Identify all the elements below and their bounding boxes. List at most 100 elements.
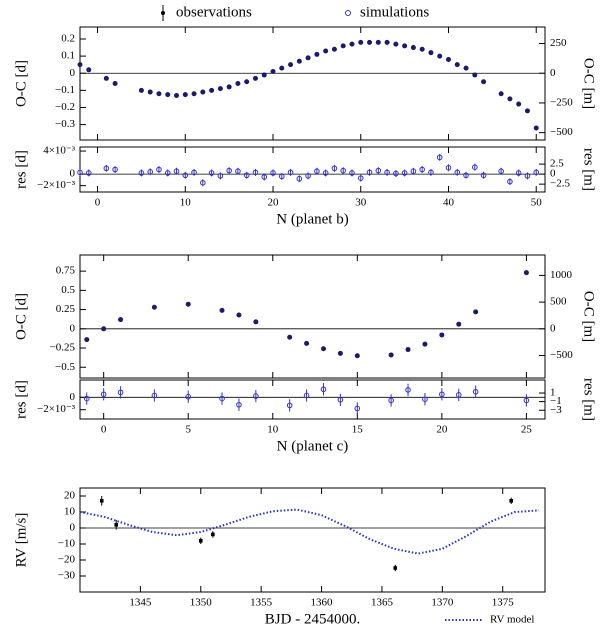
point bbox=[331, 165, 338, 172]
point bbox=[498, 91, 504, 97]
point bbox=[279, 65, 285, 71]
point bbox=[156, 166, 162, 173]
point bbox=[83, 395, 90, 402]
x-tick-label: 1345 bbox=[129, 597, 152, 609]
y2-tick-label: 500 bbox=[550, 296, 567, 308]
y2-tick-label: 0 bbox=[550, 168, 556, 180]
y-tick-label: −2×10⁻³ bbox=[37, 179, 76, 191]
point bbox=[439, 391, 445, 398]
y2-axis-label: res [m] bbox=[581, 148, 597, 191]
plot-frame bbox=[79, 26, 546, 141]
point bbox=[200, 179, 206, 186]
point bbox=[84, 337, 90, 343]
point bbox=[200, 89, 206, 95]
point bbox=[402, 43, 408, 49]
point bbox=[164, 170, 171, 176]
point bbox=[287, 169, 294, 176]
legend-marker bbox=[161, 11, 165, 15]
y-tick-label: 0 bbox=[70, 322, 76, 334]
point bbox=[103, 165, 110, 172]
point bbox=[340, 43, 346, 49]
point bbox=[454, 62, 460, 68]
point bbox=[101, 326, 107, 332]
y2-tick-label: −1 bbox=[550, 395, 562, 407]
point bbox=[118, 317, 124, 323]
point bbox=[375, 167, 382, 174]
y-tick-label: 4×10⁻³ bbox=[43, 145, 76, 157]
point bbox=[138, 170, 145, 176]
point bbox=[219, 395, 225, 402]
point bbox=[393, 41, 399, 47]
point bbox=[287, 334, 293, 340]
x-tick-label: 30 bbox=[355, 197, 367, 209]
point bbox=[261, 72, 267, 78]
point bbox=[217, 173, 224, 179]
point bbox=[405, 387, 411, 393]
point bbox=[323, 48, 329, 54]
x-tick-label: 1350 bbox=[190, 597, 213, 609]
point bbox=[472, 388, 479, 395]
point bbox=[516, 101, 522, 107]
y-axis-label: res [d] bbox=[13, 150, 29, 189]
x-tick-label: 20 bbox=[268, 197, 280, 209]
x-tick-label: 5 bbox=[185, 424, 191, 436]
y2-tick-label: −500 bbox=[550, 126, 573, 138]
y-tick-label: −0.25 bbox=[50, 342, 76, 354]
y-tick-label: 20 bbox=[64, 490, 76, 502]
point bbox=[270, 69, 276, 75]
point bbox=[147, 169, 153, 175]
point bbox=[191, 169, 197, 176]
y2-tick-label: −3 bbox=[550, 404, 562, 416]
legend-label: simulations bbox=[360, 4, 429, 20]
point bbox=[112, 166, 118, 173]
point bbox=[456, 321, 462, 327]
legend-label: RV model bbox=[490, 614, 534, 626]
x-tick-label: 1370 bbox=[431, 597, 454, 609]
x-tick-label: 50 bbox=[531, 197, 543, 209]
point bbox=[191, 91, 197, 97]
point bbox=[388, 352, 394, 358]
point bbox=[99, 499, 104, 503]
y-tick-label: −2×10⁻³ bbox=[37, 403, 76, 415]
point bbox=[428, 50, 434, 56]
point bbox=[445, 57, 451, 63]
point bbox=[384, 39, 390, 45]
x-tick-label: 1360 bbox=[311, 597, 334, 609]
x-tick-label: 1365 bbox=[371, 597, 394, 609]
point bbox=[337, 350, 343, 356]
point bbox=[235, 168, 241, 175]
y2-tick-label: 0 bbox=[550, 67, 556, 79]
point bbox=[198, 539, 203, 543]
point bbox=[278, 173, 285, 180]
y-tick-label: −30 bbox=[58, 570, 76, 582]
point bbox=[515, 170, 522, 176]
point bbox=[236, 401, 242, 408]
point bbox=[354, 353, 360, 359]
point bbox=[314, 168, 320, 175]
y-tick-label: 0 bbox=[70, 391, 76, 403]
y-tick-label: 0 bbox=[70, 168, 76, 180]
point bbox=[357, 175, 364, 181]
point bbox=[174, 92, 180, 98]
point bbox=[77, 169, 83, 176]
point bbox=[182, 92, 188, 98]
point bbox=[100, 391, 107, 398]
point bbox=[288, 62, 294, 68]
point bbox=[322, 170, 329, 176]
y-axis-label: O-C [d] bbox=[13, 60, 29, 107]
point bbox=[253, 319, 259, 325]
point bbox=[270, 170, 276, 176]
point bbox=[305, 173, 311, 179]
x-tick-label: 20 bbox=[436, 424, 448, 436]
point bbox=[455, 392, 462, 398]
point bbox=[436, 154, 443, 161]
y2-tick-label: 0 bbox=[550, 322, 556, 334]
y2-tick-label: 1000 bbox=[550, 269, 573, 281]
y-tick-label: 0.75 bbox=[56, 265, 76, 277]
point bbox=[388, 397, 394, 404]
point bbox=[211, 532, 215, 537]
point bbox=[367, 39, 373, 45]
point bbox=[366, 169, 373, 176]
point bbox=[405, 347, 411, 353]
